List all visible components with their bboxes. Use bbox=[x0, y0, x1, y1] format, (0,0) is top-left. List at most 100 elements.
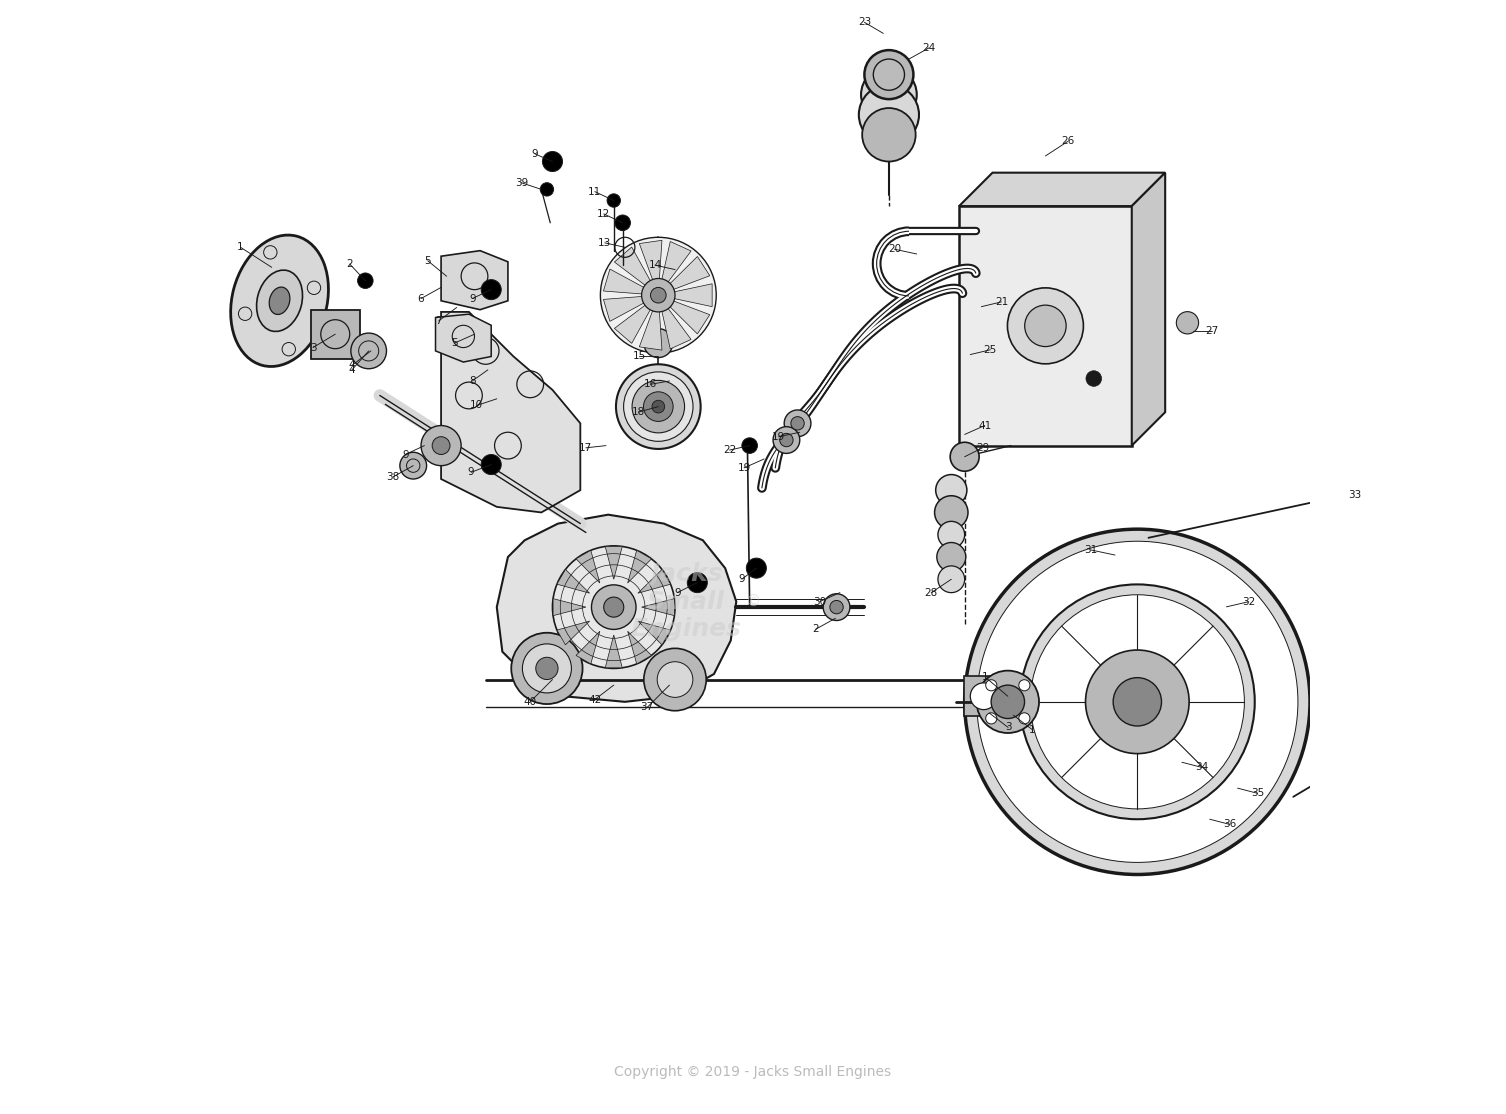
Circle shape bbox=[965, 529, 1310, 874]
Polygon shape bbox=[1133, 173, 1166, 446]
Text: 31: 31 bbox=[1084, 545, 1098, 555]
Polygon shape bbox=[604, 270, 646, 294]
Text: 42: 42 bbox=[589, 695, 601, 704]
Text: 4: 4 bbox=[349, 365, 355, 374]
Circle shape bbox=[642, 278, 675, 312]
Text: 9: 9 bbox=[468, 294, 476, 303]
Text: 25: 25 bbox=[983, 345, 997, 354]
Circle shape bbox=[536, 657, 559, 680]
Text: 29: 29 bbox=[976, 443, 989, 452]
Circle shape bbox=[651, 287, 666, 303]
Polygon shape bbox=[605, 547, 622, 579]
Circle shape bbox=[1008, 287, 1083, 364]
Polygon shape bbox=[441, 251, 508, 310]
Circle shape bbox=[785, 410, 810, 437]
Circle shape bbox=[858, 85, 919, 145]
Text: 32: 32 bbox=[1242, 597, 1256, 607]
Circle shape bbox=[482, 455, 501, 475]
Circle shape bbox=[1018, 713, 1030, 724]
Text: 9: 9 bbox=[468, 468, 474, 477]
Text: 34: 34 bbox=[1196, 762, 1209, 772]
Text: 41: 41 bbox=[977, 421, 991, 430]
Circle shape bbox=[1176, 312, 1199, 334]
Text: Copyright © 2019 - Jacks Small Engines: Copyright © 2019 - Jacks Small Engines bbox=[614, 1065, 892, 1078]
Circle shape bbox=[780, 433, 794, 447]
Circle shape bbox=[747, 558, 767, 578]
Bar bbox=[310, 310, 360, 359]
Circle shape bbox=[592, 585, 636, 629]
Circle shape bbox=[1018, 680, 1030, 691]
Text: 15: 15 bbox=[633, 352, 646, 361]
Circle shape bbox=[1020, 585, 1254, 819]
Text: 4: 4 bbox=[349, 361, 355, 370]
Polygon shape bbox=[640, 307, 663, 350]
Text: 13: 13 bbox=[598, 238, 611, 247]
Text: 24: 24 bbox=[922, 43, 935, 52]
Text: 2: 2 bbox=[812, 625, 819, 634]
Circle shape bbox=[938, 566, 965, 593]
Text: 9: 9 bbox=[675, 588, 681, 597]
Circle shape bbox=[351, 333, 387, 369]
Circle shape bbox=[652, 400, 664, 413]
Polygon shape bbox=[959, 173, 1166, 206]
Circle shape bbox=[643, 392, 673, 421]
Polygon shape bbox=[435, 314, 491, 362]
Text: 36: 36 bbox=[1223, 820, 1236, 830]
Circle shape bbox=[773, 427, 800, 453]
Text: 19: 19 bbox=[738, 463, 750, 472]
Text: 18: 18 bbox=[631, 408, 645, 417]
Polygon shape bbox=[553, 598, 586, 616]
Circle shape bbox=[1086, 651, 1190, 754]
Circle shape bbox=[511, 633, 583, 704]
Circle shape bbox=[976, 671, 1039, 733]
Circle shape bbox=[873, 59, 905, 90]
Polygon shape bbox=[604, 296, 646, 321]
Polygon shape bbox=[575, 550, 599, 583]
Text: 23: 23 bbox=[858, 18, 870, 27]
Circle shape bbox=[657, 662, 693, 697]
Polygon shape bbox=[672, 284, 712, 306]
Circle shape bbox=[553, 546, 675, 668]
Text: 28: 28 bbox=[925, 588, 938, 597]
Circle shape bbox=[986, 713, 997, 724]
Polygon shape bbox=[667, 256, 709, 291]
Circle shape bbox=[791, 417, 804, 430]
Circle shape bbox=[357, 273, 373, 289]
Circle shape bbox=[935, 496, 968, 529]
Circle shape bbox=[601, 237, 717, 353]
Circle shape bbox=[986, 680, 997, 691]
Text: 35: 35 bbox=[1251, 789, 1264, 799]
Polygon shape bbox=[661, 306, 691, 349]
Text: 21: 21 bbox=[995, 297, 1008, 306]
Polygon shape bbox=[639, 622, 670, 645]
Ellipse shape bbox=[270, 287, 289, 314]
Text: 5: 5 bbox=[425, 256, 431, 265]
Polygon shape bbox=[557, 569, 590, 593]
Text: 9: 9 bbox=[532, 149, 538, 158]
Text: 12: 12 bbox=[596, 209, 610, 218]
Circle shape bbox=[935, 475, 967, 506]
Circle shape bbox=[742, 438, 758, 453]
Bar bbox=[959, 206, 1133, 446]
Text: 19: 19 bbox=[773, 432, 785, 441]
Text: 16: 16 bbox=[645, 380, 657, 389]
Circle shape bbox=[432, 437, 450, 455]
Polygon shape bbox=[640, 241, 663, 283]
Circle shape bbox=[614, 215, 631, 231]
Circle shape bbox=[950, 442, 979, 471]
Text: 17: 17 bbox=[580, 443, 592, 452]
Text: 11: 11 bbox=[589, 187, 601, 196]
Circle shape bbox=[991, 685, 1024, 719]
Text: 2: 2 bbox=[346, 260, 352, 268]
Ellipse shape bbox=[230, 235, 328, 367]
Circle shape bbox=[616, 364, 700, 449]
Text: Jacks
Small
Engines: Jacks Small Engines bbox=[631, 561, 741, 642]
Circle shape bbox=[687, 573, 708, 593]
Circle shape bbox=[541, 183, 554, 196]
Text: 27: 27 bbox=[1205, 326, 1218, 336]
Circle shape bbox=[604, 597, 623, 617]
Text: 3: 3 bbox=[310, 343, 316, 352]
Text: 10: 10 bbox=[470, 401, 483, 410]
Circle shape bbox=[861, 108, 916, 162]
Polygon shape bbox=[497, 515, 736, 702]
